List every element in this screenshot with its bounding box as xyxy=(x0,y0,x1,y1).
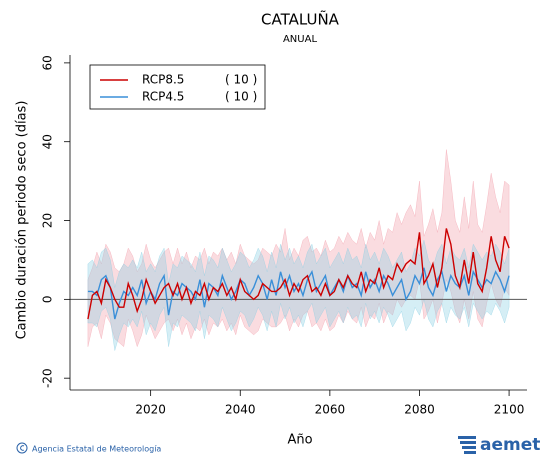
chart-subtitle: ANUAL xyxy=(283,34,317,45)
x-tick-label: 2080 xyxy=(404,403,435,417)
y-tick-label: 40 xyxy=(41,134,55,149)
x-tick-label: 2020 xyxy=(135,403,166,417)
y-tick-label: 20 xyxy=(41,213,55,228)
legend-box xyxy=(89,64,266,110)
x-tick-label: 2060 xyxy=(315,403,346,417)
source-icon xyxy=(16,442,28,454)
legend-label: RCP4.5 xyxy=(142,90,184,104)
logo: aemet xyxy=(480,435,540,455)
y-tick-label: 60 xyxy=(41,55,55,70)
legend-label: RCP8.5 xyxy=(142,73,184,87)
y-tick-label: -20 xyxy=(41,368,55,388)
x-tick-label: 2040 xyxy=(225,403,256,417)
chart-title: CATALUÑA xyxy=(261,10,340,29)
logo-icon xyxy=(458,436,476,454)
series-line xyxy=(87,228,510,320)
series-line xyxy=(87,267,510,320)
x-tick-label: 2100 xyxy=(494,403,525,417)
legend-count: ( 10 ) xyxy=(225,90,257,104)
y-axis-label: Cambio duración periodo seco (días) xyxy=(15,101,30,340)
source: Agencia Estatal de Meteorología xyxy=(32,445,161,454)
legend-count: ( 10 ) xyxy=(225,73,257,87)
y-tick-label: 0 xyxy=(41,296,55,304)
x-axis-label: Año xyxy=(287,433,312,448)
